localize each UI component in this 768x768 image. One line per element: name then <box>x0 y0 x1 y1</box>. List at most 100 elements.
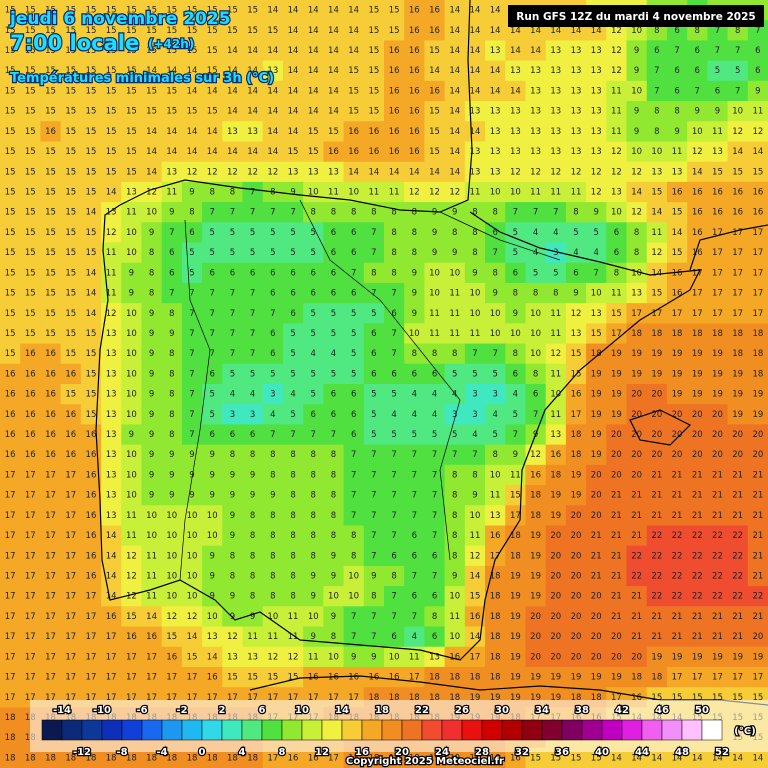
temperature-cell <box>727 262 749 284</box>
temperature-value: 14 <box>207 147 218 157</box>
temperature-value: 8 <box>654 26 659 36</box>
temperature-value: 10 <box>470 289 481 299</box>
temperature-cell <box>464 363 486 385</box>
temperature-value: 11 <box>247 632 258 642</box>
legend-label: 0 <box>199 747 206 758</box>
temperature-value: 22 <box>752 592 763 602</box>
temperature-value: 11 <box>106 248 117 258</box>
temperature-value: 18 <box>490 592 501 602</box>
temperature-value: 17 <box>5 652 16 662</box>
temperature-cell <box>343 141 365 163</box>
temperature-value: 9 <box>189 450 194 460</box>
temperature-value: 9 <box>472 491 477 501</box>
temperature-value: 15 <box>65 329 76 339</box>
temperature-cell <box>707 323 729 345</box>
temperature-value: 16 <box>389 86 400 96</box>
temperature-value: 16 <box>348 147 359 157</box>
temperature-cell <box>384 282 405 304</box>
temperature-value: 15 <box>86 390 97 400</box>
temperature-value: 19 <box>611 349 622 359</box>
temperature-cell <box>343 384 365 405</box>
temperature-value: 21 <box>752 511 763 521</box>
temperature-value: 7 <box>371 470 376 480</box>
temperature-value: 22 <box>672 551 683 561</box>
temperature-cell <box>40 101 62 122</box>
temperature-value: 17 <box>5 673 16 683</box>
temperature-value: 7 <box>452 450 457 460</box>
temperature-value: 18 <box>732 349 743 359</box>
temperature-value: 15 <box>86 228 97 238</box>
temperature-value: 15 <box>368 66 379 76</box>
temperature-cell <box>646 121 668 142</box>
temperature-value: 18 <box>712 329 723 339</box>
temperature-value: 4 <box>432 390 437 400</box>
temperature-value: 15 <box>5 86 16 96</box>
temperature-cell <box>525 323 547 345</box>
temperature-cell <box>60 384 82 405</box>
temperature-value: 14 <box>328 66 339 76</box>
temperature-value: 4 <box>513 390 518 400</box>
temperature-value: 16 <box>86 491 97 501</box>
temperature-value: 18 <box>187 753 198 763</box>
temperature-value: 22 <box>712 531 723 541</box>
temperature-value: 6 <box>412 592 417 602</box>
legend-swatch <box>421 719 443 741</box>
temperature-value: 19 <box>712 652 723 662</box>
temperature-cell <box>424 384 446 405</box>
temperature-cell <box>161 262 183 284</box>
temperature-cell <box>0 282 21 304</box>
temperature-cell <box>424 282 446 304</box>
temperature-cell <box>181 181 203 203</box>
temperature-cell <box>323 101 345 122</box>
temperature-value: 11 <box>449 612 460 622</box>
temperature-value: 15 <box>45 268 56 278</box>
temperature-value: 20 <box>692 450 703 460</box>
temperature-cell <box>505 101 526 122</box>
temperature-value: 14 <box>732 147 743 157</box>
temperature-value: 9 <box>715 107 720 117</box>
temperature-value: 15 <box>429 107 440 117</box>
temperature-cell <box>161 121 183 142</box>
temperature-value: 13 <box>106 410 117 420</box>
temperature-value: 19 <box>712 390 723 400</box>
temperature-value: 5 <box>391 390 396 400</box>
temperature-value: 18 <box>530 491 541 501</box>
temperature-cell <box>747 363 768 385</box>
temperature-value: 22 <box>712 592 723 602</box>
temperature-cell <box>323 141 345 163</box>
temperature-cell <box>586 101 607 122</box>
temperature-value: 10 <box>490 188 501 198</box>
temperature-cell <box>0 303 21 324</box>
temperature-value: 10 <box>187 551 198 561</box>
temperature-value: 7 <box>412 511 417 521</box>
temperature-cell <box>262 222 284 244</box>
temperature-cell <box>40 141 62 163</box>
temperature-cell <box>303 20 324 41</box>
temperature-value: 8 <box>391 248 396 258</box>
temperature-cell <box>161 242 183 264</box>
temperature-cell <box>404 242 425 264</box>
temperature-cell <box>80 242 102 264</box>
temperature-value: 8 <box>290 491 295 501</box>
temperature-value: 21 <box>631 612 642 622</box>
temperature-value: 8 <box>270 551 275 561</box>
temperature-value: 16 <box>409 66 420 76</box>
temperature-value: 17 <box>5 551 16 561</box>
temperature-value: 18 <box>490 632 501 642</box>
temperature-cell <box>586 262 607 284</box>
temperature-value: 14 <box>692 753 703 763</box>
temperature-value: 16 <box>45 390 56 400</box>
temperature-value: 16 <box>368 147 379 157</box>
temperature-value: 4 <box>593 248 598 258</box>
temperature-value: 18 <box>126 753 137 763</box>
temperature-cell <box>323 202 345 223</box>
temperature-cell <box>262 343 284 365</box>
temperature-value: 19 <box>692 369 703 379</box>
temperature-value: 13 <box>247 652 258 662</box>
temperature-value: 12 <box>429 188 440 198</box>
temperature-value: 12 <box>550 349 561 359</box>
temperature-value: 13 <box>550 127 561 137</box>
temperature-value: 11 <box>126 208 137 218</box>
temperature-value: 17 <box>65 470 76 480</box>
temperature-value: 7 <box>270 309 275 319</box>
